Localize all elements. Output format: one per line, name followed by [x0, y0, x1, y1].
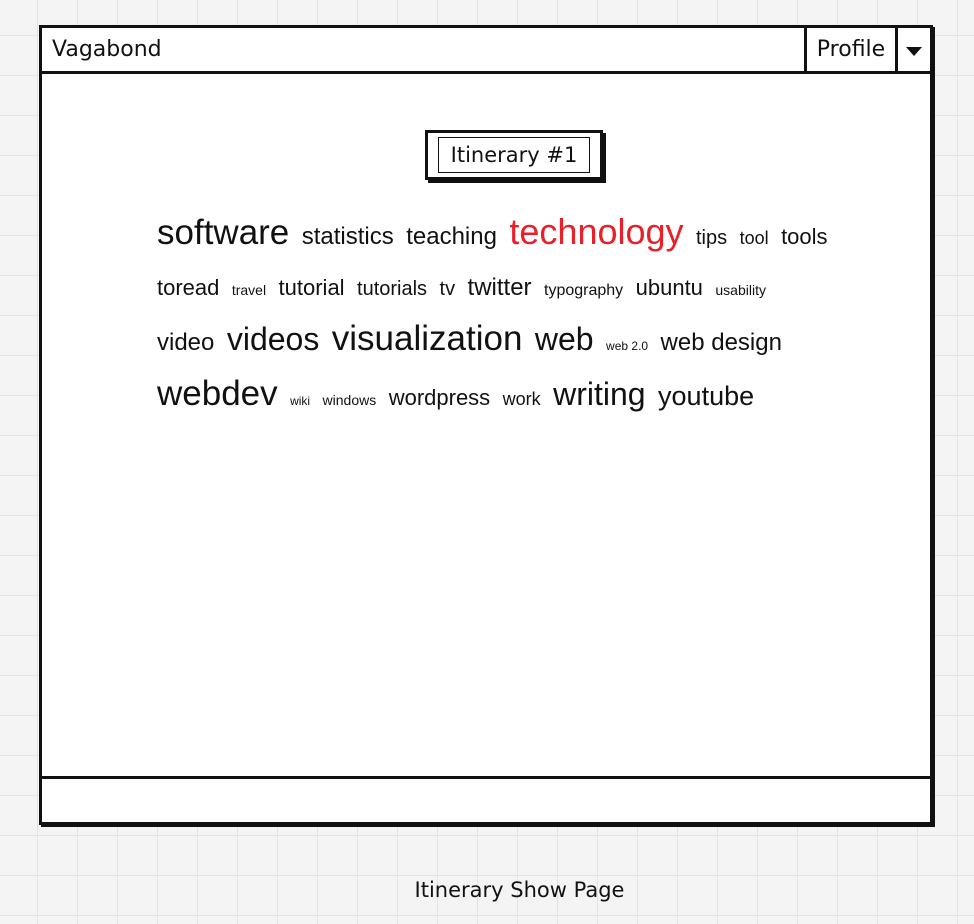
tag-link[interactable]: wordpress	[388, 385, 491, 410]
tag-link[interactable]: tool	[739, 228, 769, 248]
tag-link[interactable]: software	[157, 213, 290, 252]
tag-link[interactable]: teaching	[406, 223, 497, 250]
tag-link[interactable]: tutorial	[278, 275, 345, 300]
tag-link[interactable]: wiki	[290, 394, 311, 408]
tag-link[interactable]: youtube	[658, 381, 755, 411]
tag-link[interactable]: work	[502, 389, 541, 409]
chevron-down-icon	[906, 47, 922, 56]
tag-link[interactable]: tools	[781, 224, 828, 249]
footer-bar	[42, 776, 930, 822]
tag-link[interactable]: twitter	[467, 274, 532, 301]
page-caption: Itinerary Show Page	[414, 878, 625, 902]
tag-link[interactable]: webdev	[157, 374, 278, 413]
app-title[interactable]: Vagabond	[52, 37, 162, 62]
tag-link[interactable]: visualization	[331, 319, 523, 358]
tag-link[interactable]: video	[157, 329, 215, 356]
tag-link[interactable]: windows	[322, 392, 377, 408]
tag-link[interactable]: tv	[439, 278, 456, 300]
tag-link[interactable]: tips	[696, 227, 728, 249]
tag-link[interactable]: travel	[231, 282, 267, 298]
tag-link[interactable]: web	[534, 321, 594, 357]
tag-link[interactable]: videos	[226, 321, 320, 357]
tag-link[interactable]: technology	[509, 211, 684, 252]
tag-link[interactable]: typography	[544, 282, 624, 299]
profile-button[interactable]: Profile	[804, 28, 898, 74]
tag-link[interactable]: statistics	[301, 223, 394, 250]
tag-link[interactable]: tutorials	[357, 278, 428, 300]
top-bar: Vagabond Profile	[42, 28, 930, 74]
tag-cloud: software statistics teaching technology …	[157, 208, 837, 425]
app-window: Vagabond Profile Itinerary #1 software s…	[39, 25, 933, 825]
tag-link[interactable]: toread	[157, 275, 220, 300]
itinerary-title: Itinerary #1	[437, 137, 591, 173]
tag-link[interactable]: writing	[553, 376, 646, 412]
tag-link[interactable]: ubuntu	[635, 275, 703, 300]
profile-dropdown-button[interactable]	[898, 28, 930, 74]
itinerary-title-button[interactable]: Itinerary #1	[425, 130, 603, 180]
tag-link[interactable]: usability	[715, 282, 766, 298]
tag-link[interactable]: web design	[660, 329, 782, 356]
tag-link[interactable]: web 2.0	[606, 339, 649, 353]
